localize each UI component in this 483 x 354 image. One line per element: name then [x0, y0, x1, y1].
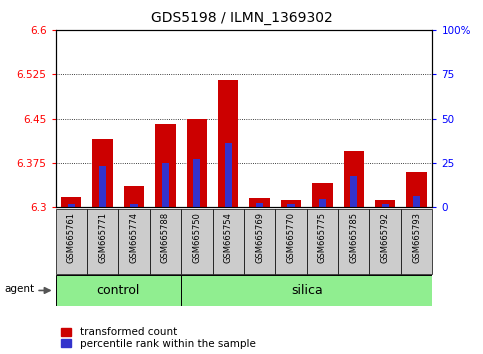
Bar [162, 164, 169, 207]
Bar [124, 187, 144, 207]
Bar [343, 151, 364, 207]
Text: control: control [97, 284, 140, 297]
Bar [87, 209, 118, 274]
Bar [244, 209, 275, 274]
Bar [181, 209, 213, 274]
Bar [307, 209, 338, 274]
Bar [406, 172, 427, 207]
Bar [281, 200, 301, 207]
Text: GSM665793: GSM665793 [412, 212, 421, 263]
Text: GSM665775: GSM665775 [318, 212, 327, 263]
Bar [319, 199, 326, 207]
Bar [150, 209, 181, 274]
Text: agent: agent [5, 284, 35, 294]
Text: GSM665785: GSM665785 [349, 212, 358, 263]
Bar [287, 204, 295, 207]
Bar [401, 209, 432, 274]
Bar [186, 119, 207, 207]
Bar [218, 80, 239, 207]
Bar [130, 204, 138, 207]
Bar [225, 143, 232, 207]
Bar [312, 183, 333, 207]
Bar [413, 196, 420, 207]
Legend: transformed count, percentile rank within the sample: transformed count, percentile rank withi… [61, 327, 256, 349]
Bar [56, 209, 87, 274]
Bar [256, 203, 263, 207]
Text: GSM665774: GSM665774 [129, 212, 139, 263]
Text: GDS5198 / ILMN_1369302: GDS5198 / ILMN_1369302 [151, 11, 332, 25]
Bar [181, 275, 432, 306]
Text: GSM665788: GSM665788 [161, 212, 170, 263]
Text: GSM665754: GSM665754 [224, 212, 233, 263]
Bar [61, 197, 82, 207]
Bar [213, 209, 244, 274]
Bar [193, 159, 200, 207]
Bar [275, 209, 307, 274]
Bar [375, 200, 396, 207]
Text: silica: silica [291, 284, 323, 297]
Text: GSM665770: GSM665770 [286, 212, 296, 263]
Bar [155, 125, 176, 207]
Bar [338, 209, 369, 274]
Bar [99, 166, 106, 207]
Text: GSM665771: GSM665771 [98, 212, 107, 263]
Text: GSM665769: GSM665769 [255, 212, 264, 263]
Text: GSM665750: GSM665750 [192, 212, 201, 263]
Bar [118, 209, 150, 274]
Bar [249, 198, 270, 207]
Bar [68, 204, 75, 207]
Text: GSM665761: GSM665761 [67, 212, 76, 263]
Bar [369, 209, 401, 274]
Text: GSM665792: GSM665792 [381, 212, 390, 263]
Bar [56, 275, 181, 306]
Bar [382, 204, 389, 207]
Bar [92, 139, 113, 207]
Bar [350, 176, 357, 207]
